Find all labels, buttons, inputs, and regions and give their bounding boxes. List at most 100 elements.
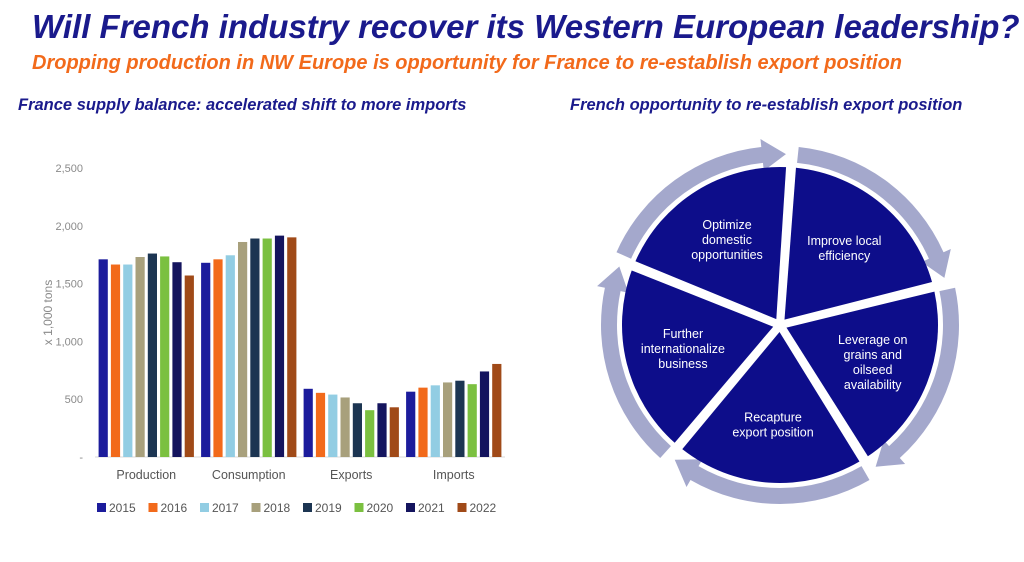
legend-swatch [354,503,364,512]
cycle-heading: French opportunity to re-establish expor… [570,96,963,114]
legend-swatch [303,503,312,512]
y-tick-label: 2,500 [55,163,83,175]
legend-swatch [148,503,158,512]
y-tick-label: 1,500 [55,279,83,291]
cycle-arrow-icon [674,459,870,505]
bar-imports-2016 [418,387,428,457]
bar-production-2022 [184,275,194,457]
category-label: Consumption [212,468,286,482]
bar-consumption-2017 [225,255,235,457]
bar-imports-2020 [467,384,477,457]
bar-exports-2020 [365,410,375,457]
cycle-arrow-icon [597,266,671,459]
bar-production-2016 [110,264,121,457]
legend-swatch [457,503,467,512]
legend-label: 2022 [470,501,497,515]
legend-swatch [251,503,261,512]
bar-imports-2021 [479,371,490,457]
legend-item-2020: 2020 [354,501,394,515]
cycle-segment-label: Optimize [702,218,751,232]
y-tick-label: - [79,452,83,464]
legend-label: 2015 [109,501,136,515]
bar-consumption-2022 [287,237,297,457]
cycle-segment-label: oilseed [853,363,893,377]
bar-exports-2019 [352,403,362,457]
bar-production-2018 [135,257,145,457]
bar-consumption-2015 [201,262,211,457]
cycle-segment-label: Further [663,327,703,341]
y-tick-label: 1,000 [55,336,83,348]
bar-exports-2015 [303,388,313,457]
cycle-segment-label: Leverage on [838,333,908,347]
cycle-segment-label: availability [844,378,902,392]
legend-item-2019: 2019 [303,501,342,515]
cycle-segment-label: opportunities [691,248,763,262]
bar-imports-2015 [406,391,416,457]
legend-swatch [97,503,106,512]
bar-exports-2016 [315,392,326,457]
bar-consumption-2019 [250,238,260,457]
legend-item-2021: 2021 [406,501,445,515]
cycle-arrow-icon [797,146,951,278]
bar-production-2019 [147,253,157,457]
category-label: Exports [330,468,372,482]
legend-item-2015: 2015 [97,501,136,515]
legend-label: 2019 [315,501,342,515]
bar-exports-2017 [328,394,338,457]
bar-production-2017 [123,264,133,457]
chart-heading: France supply balance: accelerated shift… [18,96,467,114]
legend-label: 2018 [264,501,291,515]
cycle-segment-label: internationalize [641,342,725,356]
cycle-segment-wedge [786,291,938,457]
cycle-segment-label: business [658,357,707,371]
legend-label: 2020 [367,501,394,515]
legend-label: 2016 [161,501,188,515]
cycle-arrow-icon [875,287,959,467]
legend-item-2022: 2022 [457,501,497,515]
bar-consumption-2018 [238,241,248,457]
cycle-segment-label: Recapture [744,410,802,424]
bar-exports-2021 [377,403,387,457]
bar-consumption-2020 [262,238,272,457]
legend-item-2016: 2016 [148,501,188,515]
bar-consumption-2021 [274,235,285,457]
y-tick-label: 500 [65,394,83,406]
category-label: Production [116,468,176,482]
cycle-segment-label: Improve local [807,234,881,248]
cycle-segment-wedge [784,167,933,320]
category-label: Imports [433,468,475,482]
legend-item-2018: 2018 [251,501,291,515]
cycle-segment-label: efficiency [818,249,871,263]
legend-label: 2021 [418,501,445,515]
legend-swatch [200,503,209,512]
cycle-segment-label: grains and [844,348,902,362]
bar-exports-2022 [389,407,399,457]
bar-imports-2017 [430,385,440,457]
y-axis-label: x 1,000 tons [41,280,55,345]
cycle-segment-wedge [635,167,787,320]
legend-item-2017: 2017 [200,501,239,515]
bar-imports-2018 [443,382,453,457]
bar-production-2021 [172,262,182,457]
bar-imports-2019 [455,380,465,457]
bar-consumption-2016 [213,259,223,457]
bar-production-2020 [160,256,170,457]
cycle-segment-wedge [622,270,774,443]
bar-imports-2022 [492,363,502,457]
cycle-arrow-icon [616,139,786,259]
cycle-segment-wedge [682,331,860,483]
page-subtitle: Dropping production in NW Europe is oppo… [32,52,902,74]
cycle-segment-label: export position [732,425,813,439]
cycle-segment-label: domestic [702,233,752,247]
legend-swatch [406,503,415,512]
page-title: Will French industry recover its Western… [32,8,1020,45]
bar-exports-2018 [340,397,350,457]
bar-production-2015 [98,259,108,457]
y-tick-label: 2,000 [55,221,83,233]
